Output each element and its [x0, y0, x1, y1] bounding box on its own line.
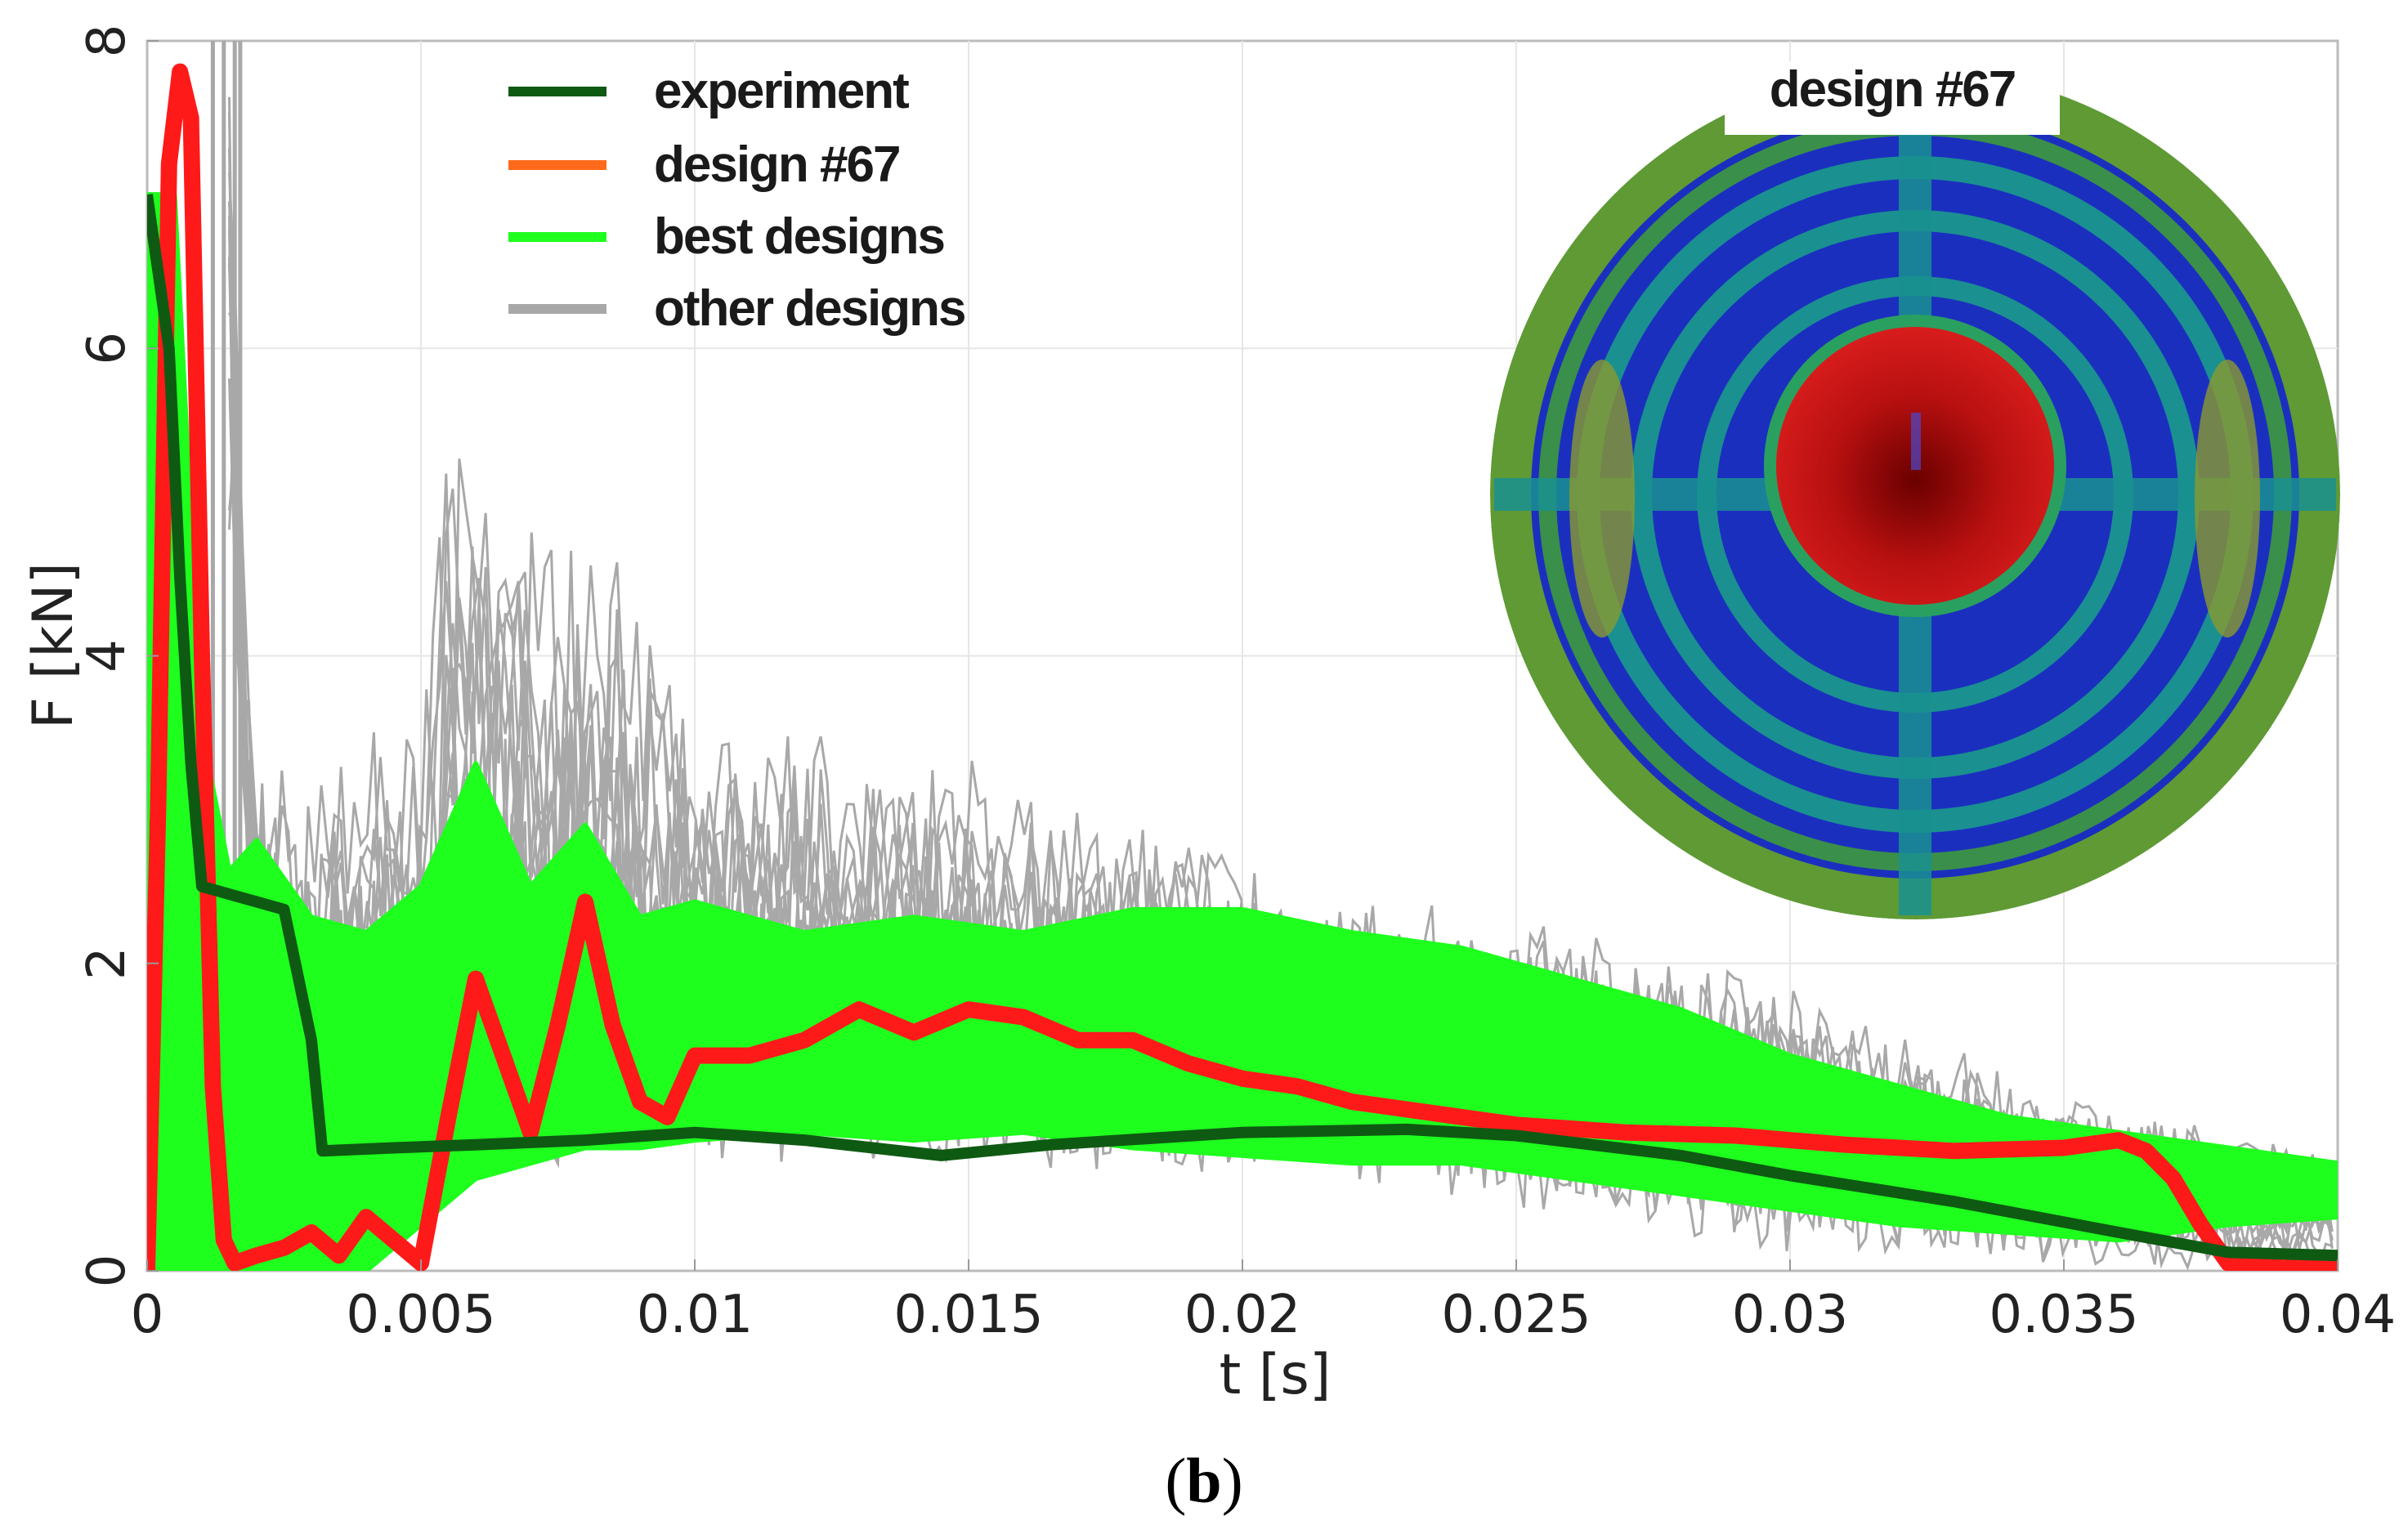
series-lines [147, 63, 2338, 1271]
inset-core-highlight [1911, 413, 1921, 470]
legend-label-design-67: design #67 [654, 136, 899, 193]
y-tick-label: 6 [77, 332, 137, 365]
series-design-67-line [147, 63, 2338, 1271]
legend: experiment design #67 best designs other… [508, 63, 967, 337]
x-tick-label: 0.025 [1441, 1285, 1591, 1345]
inset-title: design #67 [1770, 61, 2015, 118]
legend-label-other-designs: other designs [654, 280, 965, 337]
x-tick-label: 0.015 [893, 1285, 1043, 1345]
inset-hotspot-left [1569, 360, 1635, 637]
figure-caption: (b) [1165, 1445, 1242, 1516]
x-tick-label: 0.02 [1184, 1285, 1301, 1345]
x-tick-label: 0.03 [1732, 1285, 1849, 1345]
y-tick-label: 0 [77, 1254, 137, 1288]
y-tick-label: 4 [77, 639, 137, 673]
x-tick-label: 0.005 [346, 1285, 495, 1345]
caption-close: ) [1222, 1445, 1243, 1516]
y-tick-label: 2 [77, 946, 137, 980]
series-experiment-line [147, 194, 2338, 1262]
series-best-designs-band [147, 192, 2338, 1271]
caption-letter: b [1186, 1445, 1221, 1516]
inset-hotspot-right [2195, 360, 2260, 637]
x-tick-label: 0.01 [637, 1285, 754, 1345]
y-axis-label: F [kN] [21, 562, 86, 729]
y-tick-label: 8 [77, 25, 137, 58]
axis-ticks: 0 0.005 0.01 0.015 0.02 0.025 0.03 0.035 0.04 0 2 4… [77, 25, 2396, 1345]
legend-label-best-designs: best designs [654, 208, 944, 265]
inset-title-box [1725, 61, 2060, 135]
inset-design-67: design #67 [1490, 61, 2340, 919]
x-tick-label: 0.035 [1989, 1285, 2138, 1345]
caption-open: ( [1165, 1445, 1186, 1516]
legend-label-experiment: experiment [654, 63, 909, 119]
x-axis-label: t [s] [1220, 1343, 1332, 1407]
x-tick-label: 0.04 [2280, 1285, 2397, 1345]
x-tick-label: 0 [131, 1285, 164, 1345]
